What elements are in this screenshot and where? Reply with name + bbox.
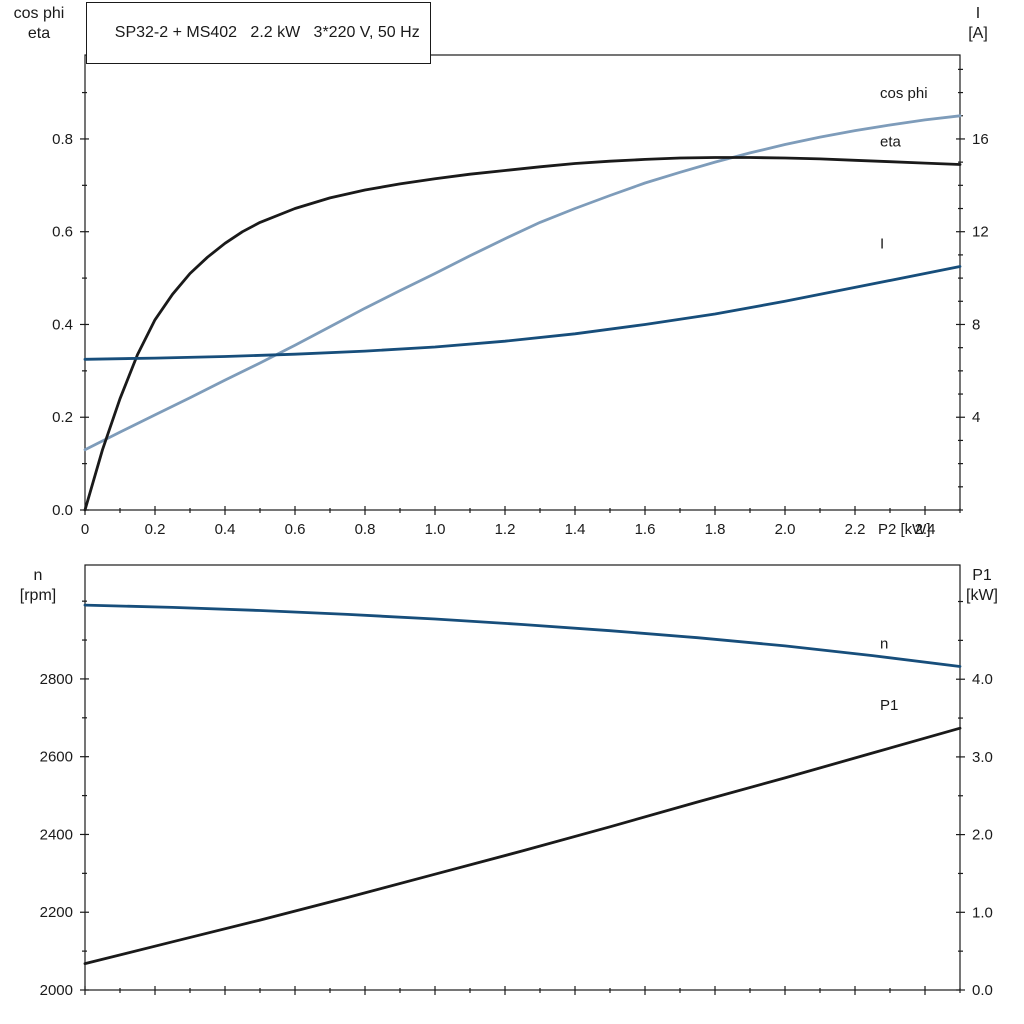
y_left-tick-label: 2000 bbox=[40, 982, 73, 999]
x-tick-label: 0.4 bbox=[215, 521, 236, 538]
y_right-tick-label: 12 bbox=[972, 224, 989, 241]
x-axis-title: P2 [kW] bbox=[878, 521, 931, 538]
y_right-tick-label: 2.0 bbox=[972, 827, 993, 844]
bottom-left-axis-title-line1: n bbox=[33, 567, 43, 584]
bottom-left-axis-title-line2: [rpm] bbox=[19, 587, 57, 604]
top-right-axis-title: I [A] bbox=[946, 4, 1010, 44]
y_right-tick-label: 4.0 bbox=[972, 671, 993, 688]
chart-2: 2000 2200 2400 2600 2800 0.0 1.0 2.0 3.0 4.0 n P1 bbox=[40, 564, 993, 999]
x-tick-label: 0.8 bbox=[355, 521, 376, 538]
y_right-tick-label: 8 bbox=[972, 316, 980, 333]
plot-frame bbox=[84, 564, 961, 991]
y_right-tick-label: 4 bbox=[972, 409, 980, 426]
x-tick-label: 2.2 bbox=[845, 521, 866, 538]
top-left-axis-title: cos phi eta bbox=[6, 4, 72, 44]
y_left-tick-label: 2800 bbox=[40, 671, 73, 688]
series-cos-phi-curve bbox=[83, 114, 962, 452]
top-right-axis-title-line1: I bbox=[975, 5, 981, 22]
x-tick-label: 1.6 bbox=[635, 521, 656, 538]
series-P1-label: P1 bbox=[880, 697, 898, 714]
series-cos-phi-label: cos phi bbox=[880, 85, 928, 102]
y_right-tick-label: 1.0 bbox=[972, 904, 993, 921]
y_right-tick-label: 0.0 bbox=[972, 982, 993, 999]
y_left-tick-label: 2200 bbox=[40, 904, 73, 921]
bottom-right-axis-title: P1 [kW] bbox=[950, 566, 1014, 606]
series-eta-curve bbox=[83, 156, 962, 512]
y_left-tick-label: 0.8 bbox=[52, 131, 73, 148]
y_left-tick-label: 0.6 bbox=[52, 224, 73, 241]
x-tick-label: 0.2 bbox=[145, 521, 166, 538]
y_left-tick-label: 2400 bbox=[40, 826, 73, 843]
top-right-axis-title-line2: [A] bbox=[968, 25, 988, 42]
plot-frame bbox=[84, 54, 961, 511]
chart-title-box: SP32-2 + MS402 2.2 kW 3*220 V, 50 Hz bbox=[86, 2, 431, 64]
series-I-curve bbox=[83, 265, 962, 361]
x-tick-label: 1.2 bbox=[495, 521, 516, 538]
x-tick-label: 0 bbox=[81, 521, 89, 538]
bottom-right-axis-title-line2: [kW] bbox=[966, 587, 998, 604]
x-tick-label: 1.4 bbox=[565, 521, 586, 538]
series-I-label: I bbox=[880, 235, 884, 252]
series-n-curve bbox=[83, 603, 962, 668]
y_right-tick-label: 16 bbox=[972, 131, 989, 148]
x-tick-label: 2.0 bbox=[775, 521, 796, 538]
y_left-tick-label: 0.4 bbox=[52, 316, 73, 333]
x-tick-label: 2.4 bbox=[915, 521, 936, 538]
top-left-axis-title-line1: cos phi bbox=[13, 5, 65, 22]
series-P1-curve bbox=[83, 726, 962, 965]
x-tick-label: 1.8 bbox=[705, 521, 726, 538]
x-tick-label: 0.6 bbox=[285, 521, 306, 538]
series-eta-label: eta bbox=[880, 133, 902, 150]
chart-title: SP32-2 + MS402 2.2 kW 3*220 V, 50 Hz bbox=[114, 24, 420, 41]
top-left-axis-title-line2: eta bbox=[27, 25, 51, 42]
series-n-label: n bbox=[880, 635, 888, 652]
bottom-left-axis-title: n [rpm] bbox=[6, 566, 70, 606]
y_right-tick-label: 3.0 bbox=[972, 749, 993, 766]
y_left-tick-label: 2600 bbox=[40, 749, 73, 766]
y_left-tick-label: 0.2 bbox=[52, 409, 73, 426]
bottom-right-axis-title-line1: P1 bbox=[972, 567, 992, 584]
chart-1: 0 0.2 0.4 0.6 0.8 1.0 1.2 1.4 1.6 1.8 2.0 2.2 2.4 0.0… bbox=[52, 54, 989, 538]
x-tick-label: 1.0 bbox=[425, 521, 446, 538]
y_left-tick-label: 0.0 bbox=[52, 502, 73, 519]
